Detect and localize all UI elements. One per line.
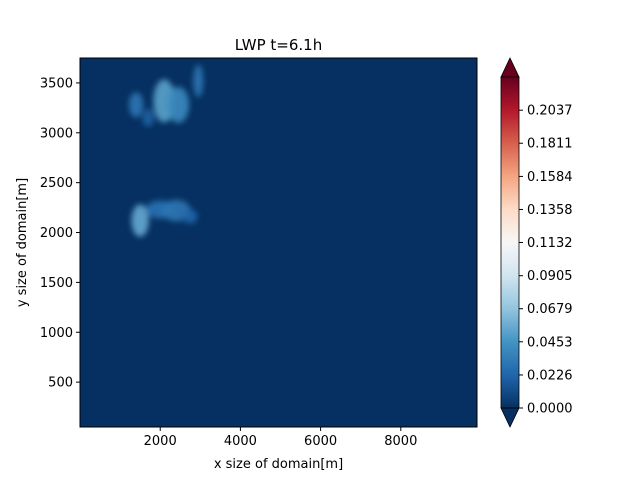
colorbar-tick-label: 0.2037 [527, 104, 573, 119]
colorbar-tick-label: 0.1132 [527, 236, 573, 251]
x-tick-label: 6000 [304, 434, 337, 449]
y-tick-label: 3000 [40, 126, 73, 141]
x-tick-label: 4000 [224, 434, 257, 449]
x-axis-label: x size of domain[m] [214, 457, 343, 472]
y-tick-label: 1000 [40, 326, 73, 341]
heatmap-plot-area [79, 57, 478, 428]
cloud-feature [128, 92, 144, 118]
y-tick-label: 500 [48, 376, 73, 391]
y-tick-label: 2000 [40, 226, 73, 241]
colorbar-tick-label: 0.0000 [527, 402, 573, 417]
colorbar-ticks: 0.0000 0.0226 0.0453 0.0679 0.0905 0.1132 0.13… [519, 104, 573, 417]
y-axis-label: y size of domain[m] [15, 178, 30, 307]
colorbar-min-extension [500, 407, 520, 428]
colorbar-tick-label: 0.1358 [527, 203, 573, 218]
y-tick-label: 3500 [40, 76, 73, 91]
cloud-feature [131, 204, 149, 237]
cloud-feature [167, 86, 190, 123]
colorbar-tick-label: 0.0453 [527, 335, 573, 350]
y-axis: 500 1000 1500 2000 2500 3000 3500 [40, 76, 80, 391]
cloud-feature [142, 108, 154, 127]
chart-title: LWP t=6.1h [235, 36, 322, 54]
colorbar-tick-label: 0.1811 [527, 137, 573, 152]
colorbar-tick-label: 0.0905 [527, 269, 573, 284]
colorbar-max-extension [500, 57, 520, 78]
colorbar-tick-label: 0.1584 [527, 170, 573, 185]
colorbar: 0.0000 0.0226 0.0453 0.0679 0.0905 0.1132 0.13… [500, 57, 573, 428]
cloud-features [128, 64, 204, 237]
colorbar-gradient [501, 77, 519, 408]
cloud-feature [193, 64, 204, 98]
y-tick-label: 1500 [40, 276, 73, 291]
colorbar-tick-label: 0.0679 [527, 302, 573, 317]
x-tick-label: 8000 [384, 434, 417, 449]
x-axis: 2000 4000 6000 8000 [144, 427, 417, 449]
y-tick-label: 2500 [40, 176, 73, 191]
cloud-feature [183, 209, 198, 224]
colorbar-tick-label: 0.0226 [527, 368, 573, 383]
plot-frame [79, 57, 478, 428]
x-tick-label: 2000 [144, 434, 177, 449]
